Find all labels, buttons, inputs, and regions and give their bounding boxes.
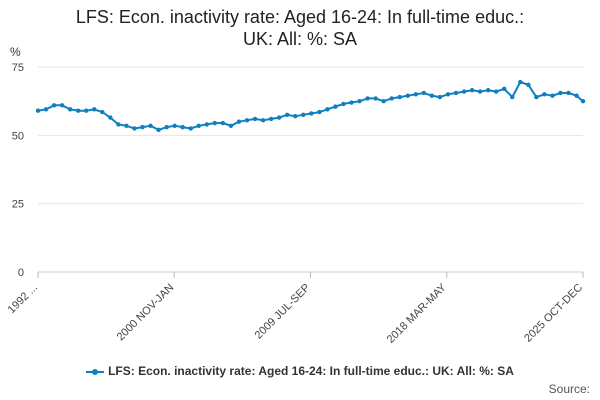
data-point-22[interactable] [212, 120, 218, 126]
data-point-51[interactable] [445, 92, 451, 97]
data-point-68[interactable] [580, 98, 586, 104]
data-point-2[interactable] [51, 103, 57, 108]
data-point-34[interactable] [309, 111, 314, 116]
data-point-27[interactable] [252, 116, 258, 122]
data-point-3[interactable] [59, 103, 65, 108]
data-point-23[interactable] [220, 120, 226, 126]
data-point-45[interactable] [397, 94, 402, 100]
data-point-11[interactable] [124, 123, 129, 128]
chart-title-line-1: LFS: Econ. inactivity rate: Aged 16-24: … [75, 7, 525, 27]
data-point-65[interactable] [558, 90, 563, 96]
data-point-19[interactable] [188, 126, 193, 131]
data-point-59[interactable] [510, 94, 515, 100]
data-point-21[interactable] [204, 122, 210, 127]
data-point-38[interactable] [341, 101, 346, 107]
chart-title: LFS: Econ. inactivity rate: Aged 16-24: … [0, 6, 600, 50]
y-tick-label-75: 75 [12, 62, 24, 74]
legend[interactable]: LFS: Econ. inactivity rate: Aged 16-24: … [0, 364, 600, 378]
data-point-44[interactable] [389, 96, 394, 101]
data-point-41[interactable] [365, 96, 370, 101]
data-point-10[interactable] [116, 122, 121, 127]
data-point-6[interactable] [84, 108, 89, 113]
data-point-14[interactable] [148, 123, 153, 128]
data-point-58[interactable] [502, 86, 507, 92]
data-point-55[interactable] [477, 89, 483, 94]
x-tick-label-2: 2009 JUL-SEP [253, 282, 313, 342]
data-point-60[interactable] [518, 79, 523, 85]
data-point-48[interactable] [421, 90, 427, 96]
data-point-0[interactable] [35, 108, 41, 113]
source-label: Source: [548, 382, 590, 396]
data-point-13[interactable] [140, 124, 145, 130]
data-point-30[interactable] [276, 115, 282, 120]
data-point-39[interactable] [349, 100, 354, 105]
data-point-37[interactable] [333, 104, 338, 109]
data-point-42[interactable] [373, 96, 378, 101]
data-point-16[interactable] [164, 124, 169, 130]
data-point-15[interactable] [156, 127, 161, 133]
data-point-35[interactable] [317, 109, 322, 115]
y-tick-label-0: 0 [18, 267, 24, 279]
data-point-18[interactable] [180, 124, 185, 130]
data-point-53[interactable] [461, 89, 467, 94]
x-tick-label-1: 2000 NOV-JAN [115, 282, 177, 344]
data-point-24[interactable] [228, 123, 234, 128]
data-point-4[interactable] [67, 107, 73, 112]
data-point-52[interactable] [453, 90, 459, 96]
y-axis-unit-label: % [10, 45, 21, 59]
data-point-32[interactable] [293, 114, 298, 119]
data-point-36[interactable] [325, 107, 330, 112]
data-point-25[interactable] [236, 119, 242, 124]
data-point-54[interactable] [469, 88, 475, 93]
data-point-49[interactable] [429, 93, 435, 98]
data-point-61[interactable] [526, 82, 531, 87]
data-point-50[interactable] [437, 94, 443, 100]
chart-title-line-2: UK: All: %: SA [242, 29, 358, 49]
data-point-31[interactable] [284, 112, 290, 118]
data-point-56[interactable] [485, 88, 491, 93]
legend-series-marker [86, 367, 105, 377]
data-point-40[interactable] [357, 98, 362, 104]
x-tick-label-3: 2018 MAR-MAY [385, 281, 450, 346]
data-point-43[interactable] [381, 98, 386, 104]
data-point-47[interactable] [413, 92, 419, 97]
data-point-63[interactable] [542, 92, 547, 97]
data-point-29[interactable] [268, 116, 274, 122]
data-point-26[interactable] [244, 118, 250, 123]
data-point-33[interactable] [301, 112, 306, 118]
data-point-28[interactable] [260, 118, 266, 123]
data-point-66[interactable] [566, 90, 571, 96]
data-point-67[interactable] [574, 93, 579, 98]
data-point-7[interactable] [92, 107, 97, 112]
data-point-9[interactable] [108, 115, 113, 120]
y-tick-label-50: 50 [12, 130, 24, 142]
data-point-8[interactable] [100, 109, 105, 115]
data-point-20[interactable] [196, 123, 201, 128]
data-point-17[interactable] [172, 123, 177, 128]
legend-series-label: LFS: Econ. inactivity rate: Aged 16-24: … [108, 364, 514, 378]
data-point-1[interactable] [43, 107, 49, 112]
data-point-62[interactable] [534, 94, 539, 100]
x-tick-label-4: 2025 OCT-DEC [522, 282, 585, 345]
data-point-46[interactable] [405, 93, 410, 98]
data-point-5[interactable] [75, 108, 81, 113]
y-tick-label-25: 25 [12, 199, 24, 211]
data-point-12[interactable] [132, 126, 137, 131]
x-tick-label-0: 1992 ... [6, 282, 40, 316]
data-point-64[interactable] [550, 93, 555, 98]
data-point-57[interactable] [493, 89, 499, 94]
